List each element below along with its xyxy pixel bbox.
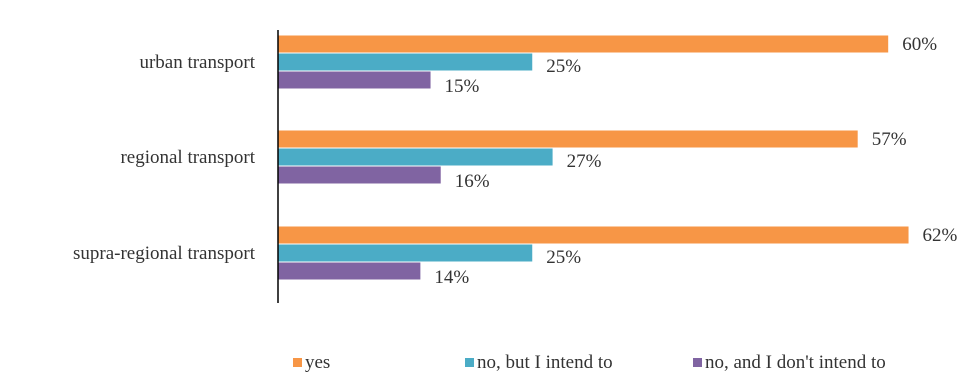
- bar-no-but-i-intend-to: [278, 148, 553, 166]
- data-label: 57%: [872, 129, 907, 150]
- data-label: 60%: [902, 34, 937, 55]
- data-label: 15%: [445, 76, 480, 97]
- data-label: 62%: [923, 225, 958, 246]
- legend-swatch: [693, 358, 702, 367]
- legend-swatch: [465, 358, 474, 367]
- category-label: supra-regional transport: [73, 243, 256, 264]
- data-label: 14%: [434, 267, 469, 288]
- legend-label: yes: [305, 352, 330, 373]
- data-label: 25%: [546, 247, 581, 268]
- bar-yes: [278, 35, 889, 53]
- legend-swatch: [293, 358, 302, 367]
- bar-no-but-i-intend-to: [278, 53, 533, 71]
- data-label: 16%: [455, 171, 490, 192]
- bar-no-and-i-don-t-intend-to: [278, 166, 441, 184]
- bar-yes: [278, 226, 909, 244]
- legend-label: no, but I intend to: [477, 352, 613, 373]
- bar-no-but-i-intend-to: [278, 244, 533, 262]
- legend-label: no, and I don't intend to: [705, 352, 886, 373]
- data-label: 27%: [567, 151, 602, 172]
- data-label: 25%: [546, 56, 581, 77]
- bar-no-and-i-don-t-intend-to: [278, 71, 431, 89]
- category-label: urban transport: [139, 52, 255, 73]
- category-label: regional transport: [120, 147, 255, 168]
- bar-yes: [278, 130, 858, 148]
- bar-no-and-i-don-t-intend-to: [278, 262, 421, 280]
